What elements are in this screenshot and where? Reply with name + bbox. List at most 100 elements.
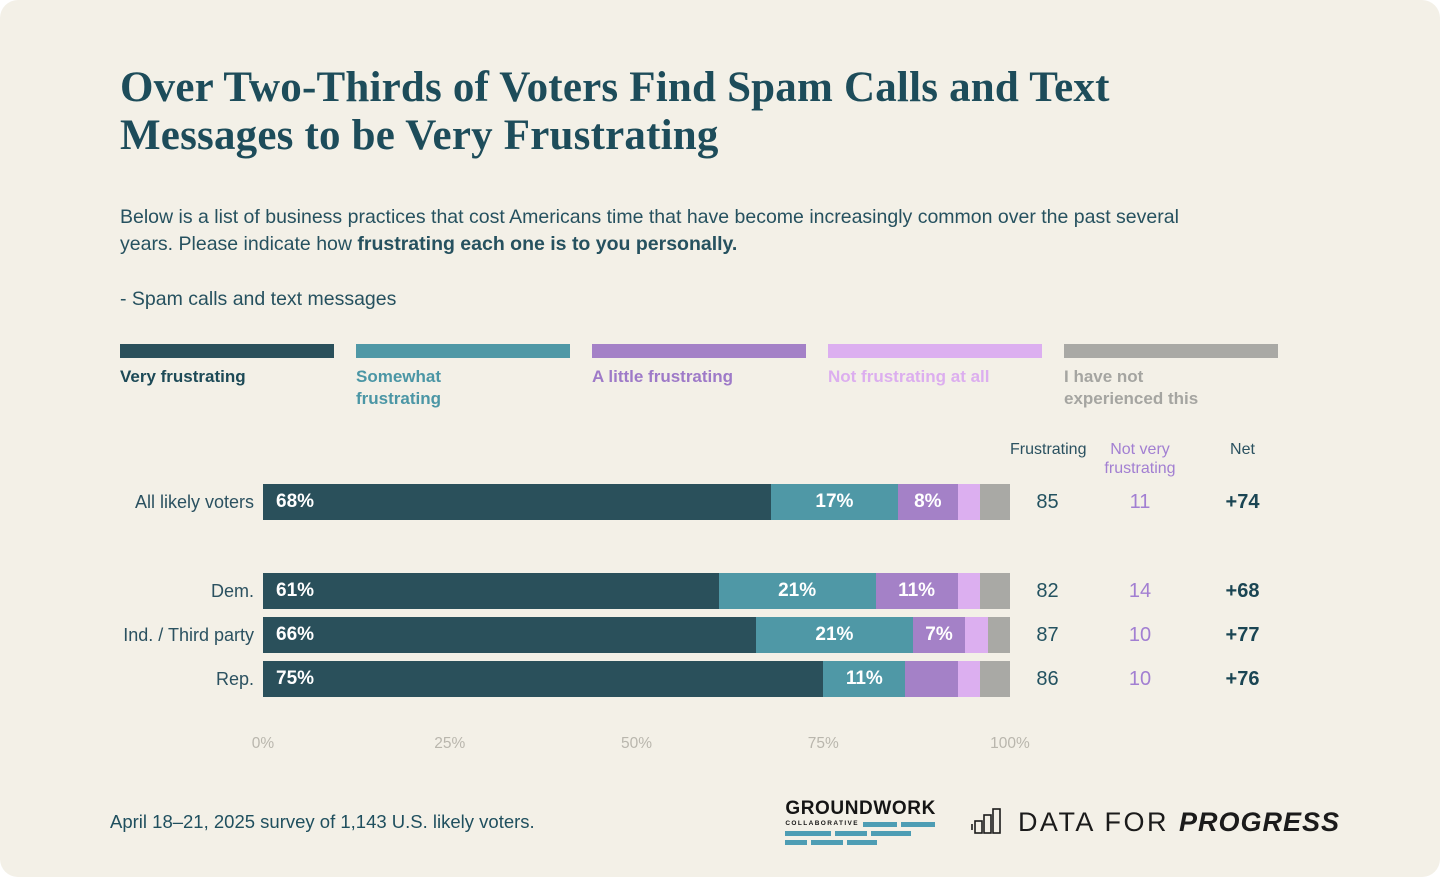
x-axis-tick: 100%: [990, 735, 1030, 753]
column-header-not-very-frustrating: Not very frustrating: [1104, 441, 1176, 477]
row-label: Ind. / Third party: [123, 624, 254, 645]
legend-swatch: [592, 343, 806, 358]
groundwork-logo-bar: [901, 821, 936, 827]
row-label: All likely voters: [134, 491, 254, 512]
x-axis: 0% 25% 50% 75% 100%: [252, 735, 1030, 755]
dfp-prefix: DATA FOR: [1017, 806, 1179, 837]
stacked-bar-chart: Frustrating Not very frustrating Net All…: [120, 441, 1440, 755]
bar-segment: 11%: [823, 661, 906, 698]
bar-segment: 66%: [263, 617, 757, 654]
bar-track: 68% 17% 8%: [263, 484, 1010, 521]
stat-net: +74: [1225, 490, 1260, 513]
bar-segment-value: 61%: [276, 580, 315, 602]
groundwork-logo-bar: [785, 830, 832, 836]
row-label: Rep.: [215, 668, 254, 689]
bar-segment: 68%: [263, 484, 771, 521]
chart-column-headers: Frustrating Not very frustrating Net: [120, 441, 1440, 478]
bar-segment-value: 21%: [778, 580, 817, 602]
bar-segment: [957, 573, 981, 610]
bar-segment: 8%: [897, 484, 958, 521]
legend-swatch: [1064, 343, 1278, 358]
bar-track: 75% 11%: [263, 661, 1010, 698]
groundwork-logo-bar: [811, 839, 844, 845]
bar-segment-value: 7%: [925, 624, 953, 646]
x-axis-tick: 25%: [434, 735, 466, 753]
bar-segment-value: 68%: [276, 491, 315, 513]
data-for-progress-wordmark: DATA FOR PROGRESS: [1018, 807, 1340, 838]
bar-segment: [957, 661, 981, 698]
survey-question-text: Below is a list of business practices th…: [120, 204, 1220, 257]
bar-segment-value: 75%: [276, 668, 315, 690]
legend-item-very-frustrating: Very frustrating: [120, 343, 334, 410]
column-header-net: Net: [1230, 441, 1255, 459]
legend: Very frustrating Somewhat frustrating A …: [120, 343, 1278, 410]
bar-segment: [957, 484, 981, 521]
stat-net: +76: [1225, 667, 1260, 690]
groundwork-collaborative-logo: GROUNDWORK COLLABORATIVE: [785, 799, 936, 845]
legend-label: I have not experienced this: [1064, 366, 1199, 408]
stat-net: +68: [1225, 579, 1260, 602]
stat-notvery: 10: [1128, 623, 1152, 646]
stat-notvery: 11: [1129, 490, 1151, 513]
survey-item-label: - Spam calls and text messages: [120, 287, 397, 310]
bar-segment: 61%: [263, 573, 719, 610]
bar-track: 66% 21% 7%: [263, 617, 1010, 654]
legend-label: Somewhat frustrating: [356, 366, 442, 408]
chart-rows: All likely voters 68% 17% 8% 85 11 +74 Dem. 61% 2…: [120, 484, 1440, 698]
groundwork-logo-bar: [785, 839, 808, 845]
bar-segment-value: 8%: [914, 491, 942, 513]
legend-swatch: [828, 343, 1042, 358]
page-title: Over Two-Thirds of Voters Find Spam Call…: [120, 64, 1110, 160]
bar-segment: 11%: [875, 573, 958, 610]
chart-row-rep: Rep. 75% 11% 86 10 +76: [120, 661, 1440, 698]
bar-segment: 21%: [756, 617, 913, 654]
chart-row-all-likely-voters: All likely voters 68% 17% 8% 85 11 +74: [120, 484, 1440, 521]
logos: GROUNDWORK COLLABORATIVE: [785, 799, 1340, 845]
column-header-frustrating: Frustrating: [1010, 441, 1087, 459]
stat-frustrating: 87: [1036, 623, 1059, 646]
x-axis-tick: 50%: [620, 735, 653, 753]
bar-segment-value: 17%: [815, 491, 854, 513]
legend-item-not-frustrating-at-all: Not frustrating at all: [828, 343, 1042, 410]
groundwork-logo-bar: [871, 830, 912, 836]
footer: April 18–21, 2025 survey of 1,143 U.S. l…: [110, 799, 1440, 845]
bar-track: 61% 21% 11%: [263, 573, 1010, 610]
bar-segment: [965, 617, 988, 654]
bar-segment-value: 66%: [276, 624, 315, 646]
bar-chart-icon: [971, 808, 1001, 835]
legend-item-not-experienced: I have not experienced this: [1064, 343, 1278, 410]
groundwork-logo-row: COLLABORATIVE: [785, 819, 936, 827]
chart-row-dem: Dem. 61% 21% 11% 82 14 +68: [120, 573, 1440, 610]
data-for-progress-logo: DATA FOR PROGRESS: [970, 804, 1340, 840]
bar-segment: [905, 661, 958, 698]
stat-notvery: 10: [1128, 667, 1152, 690]
row-label: Dem.: [210, 580, 254, 601]
groundwork-logo-subtext: COLLABORATIVE: [785, 819, 860, 827]
bar-segment: 7%: [912, 617, 966, 654]
groundwork-logo-row: [785, 830, 936, 836]
legend-swatch: [120, 343, 334, 358]
x-axis-tick: 75%: [807, 735, 839, 753]
bar-segment-value: 11%: [845, 668, 883, 690]
survey-question-bold: frustrating each one is to you personall…: [357, 232, 738, 255]
bar-segment: [980, 484, 1010, 521]
stat-frustrating: 85: [1036, 490, 1059, 513]
bar-segment: 17%: [770, 484, 898, 521]
bar-segment-value: 11%: [898, 580, 936, 602]
stat-net: +77: [1225, 623, 1260, 646]
groundwork-logo-row: [785, 839, 936, 845]
dfp-name: PROGRESS: [1178, 806, 1340, 837]
bar-segment: [980, 573, 1010, 610]
chart-row-ind-third-party: Ind. / Third party 66% 21% 7% 87 10 +77: [120, 617, 1440, 654]
legend-label: Very frustrating: [120, 366, 246, 386]
groundwork-logo-bar: [835, 830, 868, 836]
groundwork-logo-bar: [847, 839, 878, 845]
legend-swatch: [356, 343, 570, 358]
legend-label: A little frustrating: [592, 366, 734, 386]
bar-segment: [987, 617, 1010, 654]
survey-footnote: April 18–21, 2025 survey of 1,143 U.S. l…: [110, 811, 535, 833]
groundwork-logo-bar: [863, 821, 898, 827]
stat-frustrating: 86: [1036, 667, 1059, 690]
bar-segment-value: 21%: [815, 624, 854, 646]
stat-notvery: 14: [1128, 579, 1152, 602]
